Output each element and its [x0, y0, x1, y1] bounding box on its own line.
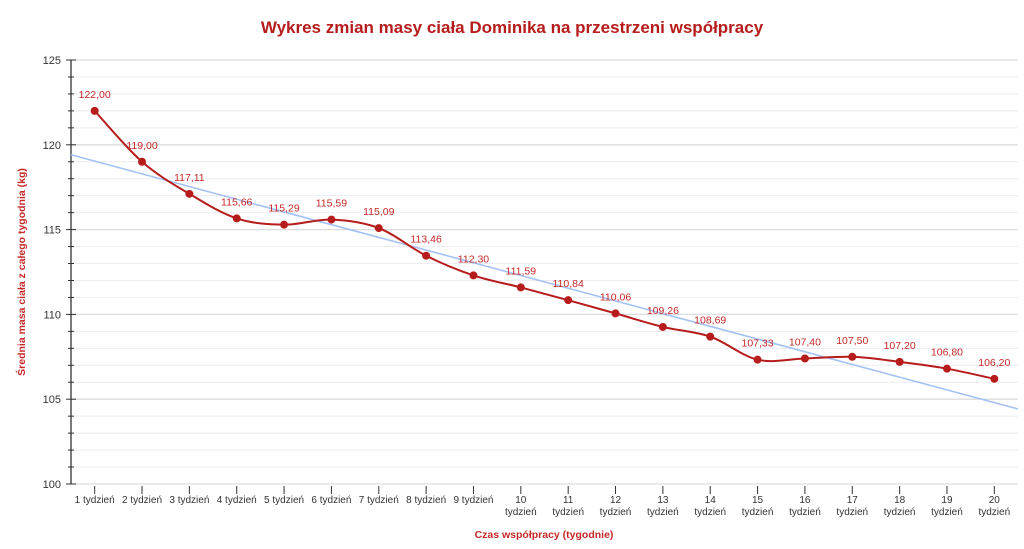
gridlines: [71, 59, 1018, 485]
x-tick-label: 12 tydzień: [600, 495, 632, 518]
series: 122,00 119,00 117,11 115,66 115,29 115,59 115,…: [79, 89, 1011, 383]
x-tick-label: 6 tydzień: [311, 495, 351, 506]
data-point: [658, 322, 667, 331]
data-label: 112,30: [458, 253, 489, 265]
data-label: 122,00: [79, 89, 111, 101]
data-point: [232, 214, 241, 223]
data-point: [706, 332, 715, 341]
data-point: [564, 296, 573, 305]
x-tick-label: 11 tydzień: [552, 495, 584, 518]
data-label: 115,09: [363, 206, 394, 218]
data-point: [90, 106, 99, 115]
data-label: 109,26: [647, 305, 679, 317]
y-tick-label: 105: [43, 394, 61, 406]
y-tick-label: 110: [43, 309, 61, 321]
x-axis-label: Czas współpracy (tygodnie): [475, 529, 614, 541]
x-tick-label: 14 tydzień: [694, 495, 726, 518]
data-label: 119,00: [126, 140, 157, 152]
y-tick-label: 115: [43, 225, 61, 237]
x-tick-label: 13 tydzień: [647, 495, 679, 518]
data-label: 106,20: [978, 357, 1010, 369]
data-label: 115,66: [221, 196, 252, 208]
x-tick-label: 15 tydzień: [742, 495, 774, 518]
x-tick-label: 3 tydzień: [169, 495, 209, 506]
y-tick-label: 125: [43, 55, 61, 67]
data-label: 111,59: [506, 265, 537, 277]
x-tick-label: 9 tydzień: [453, 495, 493, 506]
data-label: 108,69: [694, 315, 726, 327]
x-tick-label: 18 tydzień: [884, 495, 916, 518]
data-label: 107,33: [742, 338, 774, 350]
data-label: 106,80: [931, 347, 963, 359]
x-tick-label: 7 tydzień: [359, 495, 399, 506]
data-point: [185, 189, 194, 198]
data-label: 107,20: [884, 340, 916, 352]
x-tick-label: 10 tydzień: [505, 495, 537, 518]
data-point: [895, 357, 904, 366]
axes: 100 105 110 115 120 125 1 tydzień 2 tydzień 3 ty…: [43, 55, 1011, 518]
x-tick-label: 17 tydzień: [836, 495, 868, 518]
data-point: [469, 271, 478, 280]
x-tick-label: 2 tydzień: [122, 495, 162, 506]
trendline-path: [70, 153, 1019, 410]
x-tick-label: 8 tydzień: [406, 495, 446, 506]
x-tick-label: 16 tydzień: [789, 495, 821, 518]
y-axis-label: Średnia masa ciała z całego tygodnia (kg…: [15, 168, 28, 376]
x-tick-label: 5 tydzień: [264, 495, 304, 506]
data-point: [516, 283, 525, 292]
data-point: [280, 220, 289, 229]
chart-title: Wykres zmian masy ciała Dominika na prze…: [261, 18, 764, 37]
x-tick-label: 19 tydzień: [931, 495, 963, 518]
x-tick-label: 1 tydzień: [75, 495, 115, 506]
data-point: [422, 251, 431, 260]
data-point: [611, 309, 620, 318]
data-label: 107,50: [836, 335, 868, 347]
x-tick-label: 20 tydzień: [978, 495, 1010, 518]
data-point: [138, 157, 147, 166]
data-label: 110,06: [600, 291, 631, 303]
data-point: [800, 354, 809, 363]
data-point: [848, 352, 857, 361]
data-label: 110,84: [553, 278, 584, 290]
data-label: 107,40: [789, 336, 821, 348]
y-tick-label: 100: [43, 479, 61, 491]
data-label: 115,59: [316, 198, 347, 210]
trendline: [70, 153, 1019, 410]
data-label: 117,11: [174, 172, 205, 184]
data-point: [753, 355, 762, 364]
x-tick-label: 4 tydzień: [217, 495, 257, 506]
data-point: [374, 224, 383, 233]
data-point: [990, 374, 999, 383]
data-point: [327, 215, 336, 224]
data-label: 113,46: [410, 234, 441, 246]
data-point: [942, 364, 951, 373]
data-label: 115,29: [268, 203, 299, 215]
y-tick-label: 120: [43, 140, 61, 152]
